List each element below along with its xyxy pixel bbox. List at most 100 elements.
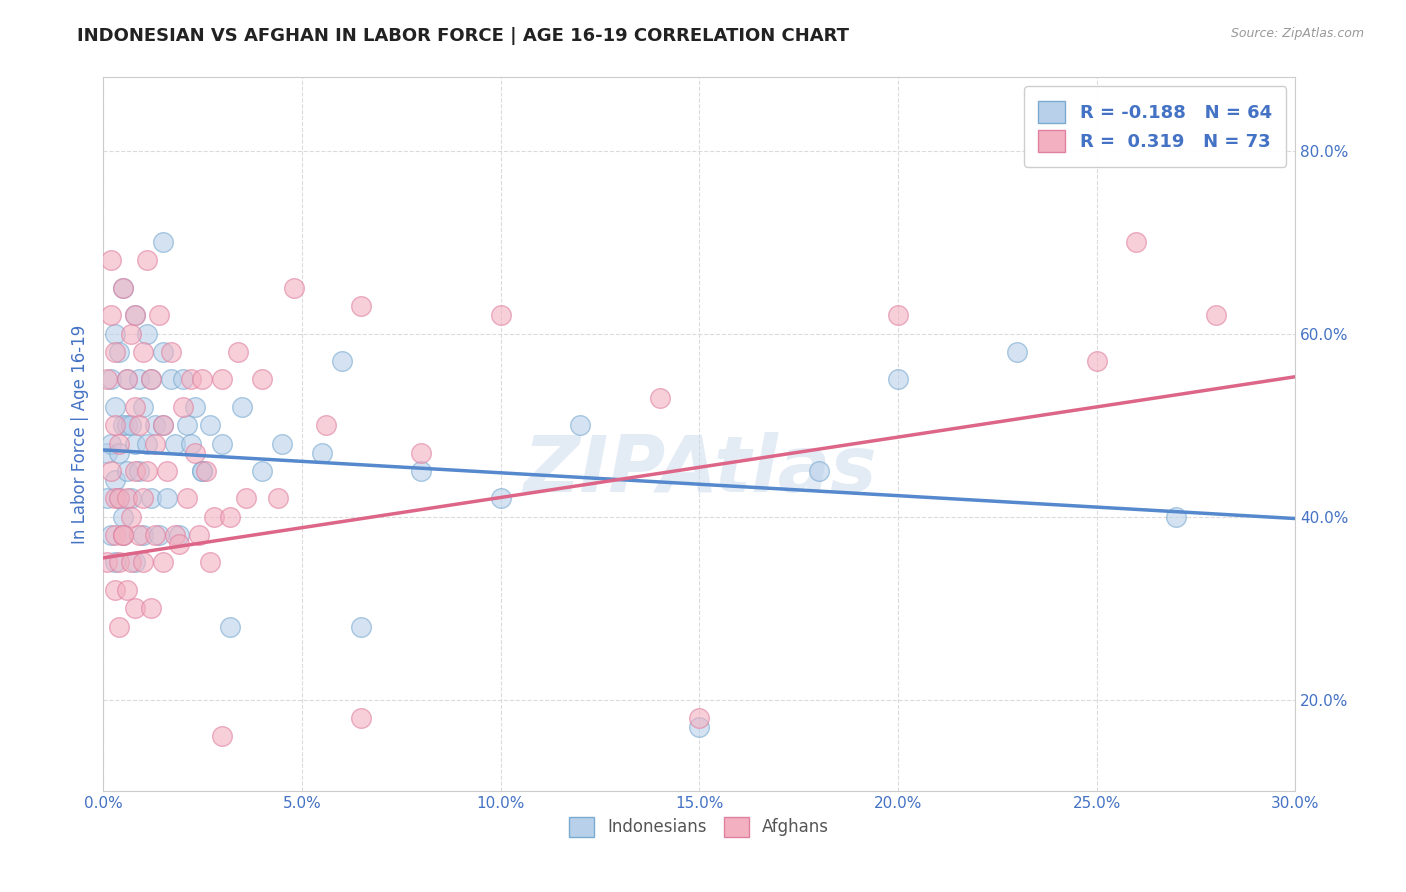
Point: [143, 436, 166, 450]
Point: [350, 299, 373, 313]
Point: [183, 445, 205, 459]
Point: [315, 418, 337, 433]
Point: [104, 400, 127, 414]
Point: [120, 491, 142, 506]
Point: [104, 326, 127, 341]
Point: [120, 509, 142, 524]
Point: [111, 509, 134, 524]
Point: [108, 436, 131, 450]
Point: [180, 372, 202, 386]
Point: [100, 253, 122, 268]
Point: [111, 528, 134, 542]
Point: [100, 436, 122, 450]
Point: [167, 537, 190, 551]
Point: [124, 400, 146, 414]
Point: [100, 464, 122, 478]
Point: [132, 345, 155, 359]
Point: [187, 528, 209, 542]
Point: [311, 445, 333, 459]
Point: [132, 556, 155, 570]
Point: [100, 528, 122, 542]
Y-axis label: In Labor Force | Age 16-19: In Labor Force | Age 16-19: [72, 325, 89, 544]
Point: [271, 436, 294, 450]
Point: [1085, 354, 1108, 368]
Legend: Indonesians, Afghans: Indonesians, Afghans: [562, 810, 837, 844]
Point: [176, 418, 198, 433]
Point: [1007, 345, 1029, 359]
Point: [132, 491, 155, 506]
Point: [111, 528, 134, 542]
Point: [152, 418, 174, 433]
Point: [648, 391, 671, 405]
Point: [231, 400, 253, 414]
Point: [108, 556, 131, 570]
Point: [104, 491, 127, 506]
Point: [183, 400, 205, 414]
Point: [152, 235, 174, 249]
Point: [124, 309, 146, 323]
Point: [211, 436, 233, 450]
Point: [96, 491, 118, 506]
Point: [128, 464, 150, 478]
Point: [163, 436, 186, 450]
Point: [104, 473, 127, 487]
Point: [139, 491, 162, 506]
Point: [235, 491, 257, 506]
Point: [211, 730, 233, 744]
Point: [96, 372, 118, 386]
Point: [128, 528, 150, 542]
Point: [191, 464, 214, 478]
Point: [100, 372, 122, 386]
Point: [409, 445, 432, 459]
Point: [688, 720, 710, 734]
Point: [176, 491, 198, 506]
Point: [191, 372, 214, 386]
Point: [152, 418, 174, 433]
Point: [96, 556, 118, 570]
Point: [159, 372, 181, 386]
Point: [115, 418, 138, 433]
Point: [250, 372, 273, 386]
Point: [489, 491, 512, 506]
Point: [143, 528, 166, 542]
Point: [191, 464, 214, 478]
Point: [120, 556, 142, 570]
Point: [111, 418, 134, 433]
Point: [96, 445, 118, 459]
Point: [115, 372, 138, 386]
Point: [226, 345, 249, 359]
Point: [135, 464, 157, 478]
Point: [148, 309, 170, 323]
Point: [104, 582, 127, 597]
Point: [108, 345, 131, 359]
Point: [108, 491, 131, 506]
Point: [152, 556, 174, 570]
Point: [135, 253, 157, 268]
Point: [132, 528, 155, 542]
Point: [124, 556, 146, 570]
Point: [120, 418, 142, 433]
Point: [139, 601, 162, 615]
Point: [111, 281, 134, 295]
Point: [1166, 509, 1188, 524]
Point: [350, 619, 373, 633]
Point: [139, 372, 162, 386]
Point: [108, 491, 131, 506]
Point: [250, 464, 273, 478]
Point: [124, 436, 146, 450]
Text: Source: ZipAtlas.com: Source: ZipAtlas.com: [1230, 27, 1364, 40]
Point: [489, 309, 512, 323]
Point: [152, 345, 174, 359]
Point: [172, 372, 194, 386]
Point: [115, 372, 138, 386]
Point: [124, 464, 146, 478]
Point: [115, 464, 138, 478]
Point: [156, 491, 179, 506]
Point: [104, 345, 127, 359]
Point: [135, 326, 157, 341]
Point: [100, 309, 122, 323]
Point: [135, 436, 157, 450]
Text: ZIPAtlas: ZIPAtlas: [523, 432, 876, 508]
Point: [111, 528, 134, 542]
Point: [267, 491, 290, 506]
